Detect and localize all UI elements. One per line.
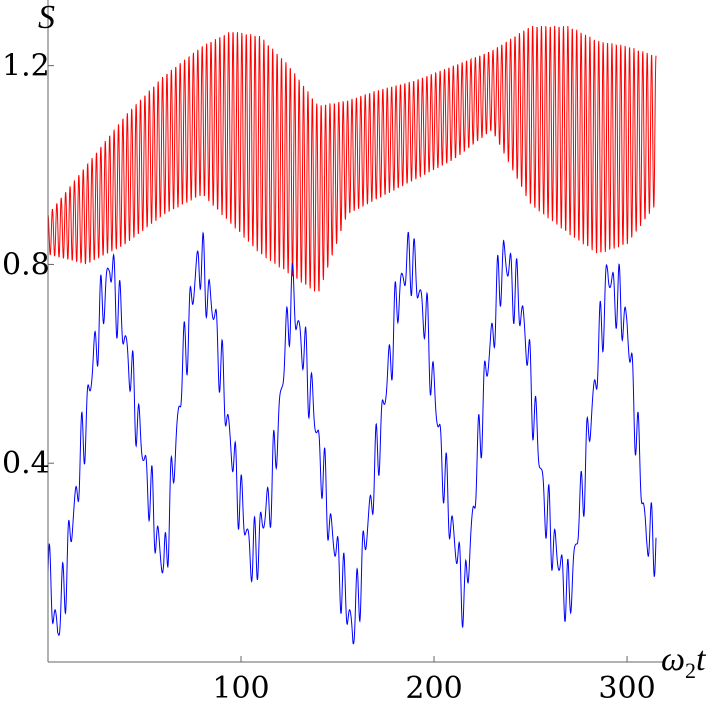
x-tick-label: 300 <box>598 671 655 703</box>
y-axis-label: S <box>38 0 55 36</box>
series-1-line <box>47 25 657 292</box>
chart-marks <box>47 25 657 645</box>
x-tick-label: 100 <box>212 671 269 703</box>
x-axis-label: ω2t <box>661 641 707 683</box>
y-tick-label: 0.8 <box>2 247 50 282</box>
x-tick-label: 200 <box>405 671 462 703</box>
series-2-line <box>47 231 657 645</box>
y-tick-label: 0.4 <box>2 446 50 481</box>
y-tick-label: 1.2 <box>2 49 50 84</box>
